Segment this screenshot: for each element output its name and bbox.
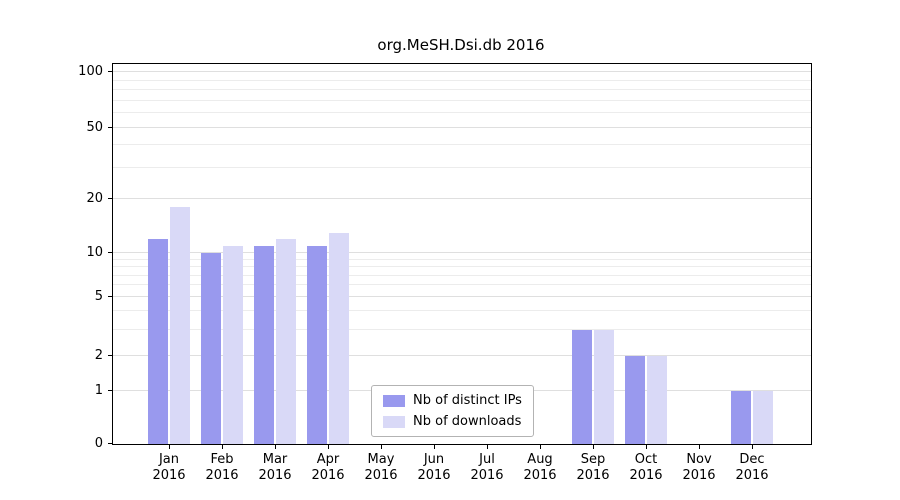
y-tick-label: 1 [94, 383, 103, 398]
gridline-minor [113, 144, 811, 146]
bar-downloads-sep [594, 329, 614, 444]
gridline-major [113, 355, 811, 356]
x-tick-label: Mar 2016 [258, 452, 292, 483]
bar-downloads-oct [647, 356, 667, 444]
bar-distinct-ips-oct [625, 356, 645, 444]
x-tick-mark [328, 445, 329, 449]
x-tick-label: Jul 2016 [470, 452, 504, 483]
chart-title: org.MeSH.Dsi.db 2016 [377, 36, 545, 54]
y-tick-label: 50 [86, 120, 103, 135]
gridline-major [113, 127, 811, 128]
x-tick-mark [752, 445, 753, 449]
bar-downloads-apr [329, 232, 349, 444]
bar-distinct-ips-apr [307, 245, 327, 444]
y-tick-mark [108, 71, 112, 73]
x-tick-label: Sep 2016 [576, 452, 610, 483]
x-tick-mark [540, 445, 541, 449]
x-tick-mark [275, 445, 276, 449]
legend-entry-distinct-ips: Nb of distinct IPs [383, 393, 522, 408]
gridline-minor [113, 266, 811, 268]
legend-entry-downloads: Nb of downloads [383, 414, 522, 429]
y-tick-label: 10 [86, 245, 103, 261]
bar-distinct-ips-mar [254, 245, 274, 444]
x-tick-label: Feb 2016 [205, 452, 239, 483]
bar-downloads-feb [223, 245, 243, 444]
x-tick-mark [381, 445, 382, 449]
gridline-minor [113, 284, 811, 286]
bar-downloads-dec [753, 391, 773, 444]
gridline-minor [113, 112, 811, 114]
x-tick-mark [169, 445, 170, 449]
x-tick-label: Aug 2016 [523, 452, 557, 483]
x-tick-label: Nov 2016 [682, 452, 716, 483]
y-tick-label: 2 [94, 348, 103, 363]
gridline-major [113, 296, 811, 298]
gridline-minor [113, 79, 811, 81]
gridline-minor [113, 99, 811, 101]
x-tick-label: Dec 2016 [735, 452, 769, 483]
gridline-minor [113, 166, 811, 168]
x-tick-label: Jun 2016 [417, 452, 451, 483]
bar-downloads-mar [276, 238, 296, 444]
legend-label-distinct-ips: Nb of distinct IPs [413, 393, 522, 408]
y-tick-label: 5 [94, 289, 103, 305]
y-tick-mark [108, 252, 112, 254]
bar-distinct-ips-sep [572, 329, 592, 444]
x-tick-mark [487, 445, 488, 449]
y-tick-label: 100 [78, 64, 103, 80]
gridline-minor [113, 328, 811, 330]
bar-downloads-jan [170, 207, 190, 444]
x-tick-mark [434, 445, 435, 449]
x-tick-label: Jan 2016 [152, 452, 186, 483]
y-tick-mark [108, 443, 112, 444]
y-tick-mark [108, 127, 112, 128]
y-tick-label: 20 [86, 191, 103, 207]
gridline-minor [113, 89, 811, 91]
gridline-minor [113, 310, 811, 312]
y-tick-label: 0 [94, 436, 103, 451]
x-tick-mark [593, 445, 594, 449]
legend-label-downloads: Nb of downloads [413, 414, 522, 429]
gridline-minor [113, 274, 811, 276]
y-tick-mark [108, 390, 112, 391]
legend: Nb of distinct IPs Nb of downloads [371, 385, 534, 437]
x-tick-mark [646, 445, 647, 449]
legend-swatch-downloads [383, 415, 405, 428]
bar-distinct-ips-dec [731, 391, 751, 444]
y-tick-mark [108, 296, 112, 298]
gridline-major [113, 198, 811, 200]
x-tick-label: Apr 2016 [311, 452, 345, 483]
legend-swatch-distinct-ips [383, 394, 405, 407]
gridline-minor [113, 258, 811, 260]
bar-distinct-ips-jan [148, 238, 168, 444]
gridline-major [113, 71, 811, 73]
y-tick-mark [108, 355, 112, 356]
x-tick-mark [699, 445, 700, 449]
plot-area: Nb of distinct IPs Nb of downloads 0 1 2 5 1… [78, 63, 812, 483]
gridline-major [113, 252, 811, 254]
x-tick-label: Oct 2016 [629, 452, 663, 483]
y-tick-mark [108, 198, 112, 200]
bar-distinct-ips-feb [201, 253, 221, 444]
x-tick-label: May 2016 [364, 452, 398, 483]
x-tick-mark [222, 445, 223, 449]
